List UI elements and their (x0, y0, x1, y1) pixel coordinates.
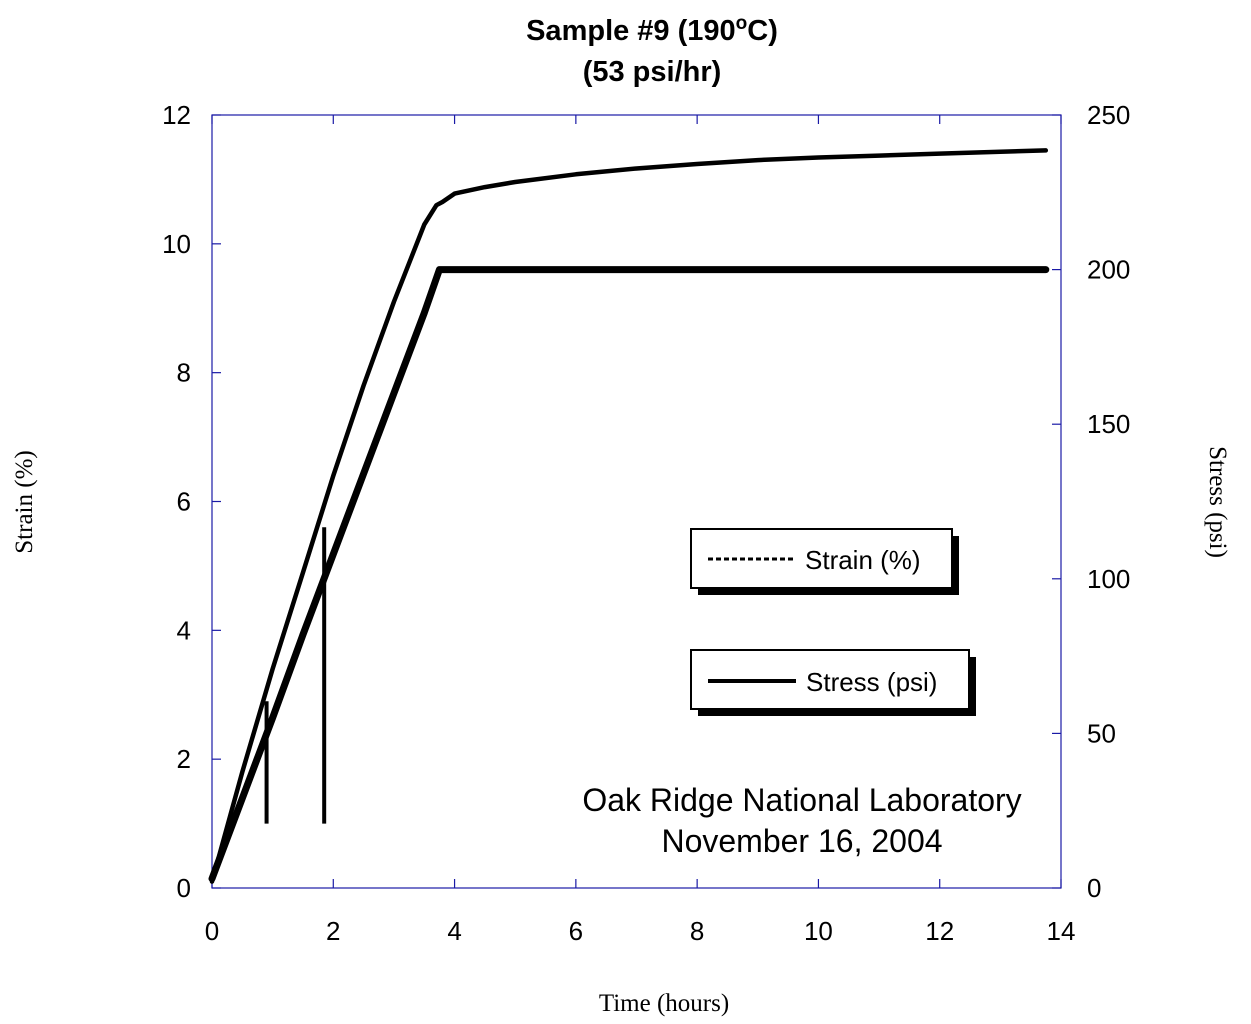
title-superscript: o (736, 13, 748, 34)
x-axis-label: Time (hours) (599, 990, 729, 1017)
legend-strain-label: Strain (%) (805, 545, 921, 575)
legend-strain: Strain (%) (690, 528, 959, 595)
y2-tick-label: 0 (1087, 873, 1101, 903)
series-stress-line (208, 266, 1050, 883)
y-tick-label: 4 (177, 615, 191, 645)
data-series (208, 148, 1050, 884)
y-tick-label: 12 (162, 100, 191, 130)
title-end: C) (747, 15, 778, 47)
axis-ticks: 0 2 4 6 8 10 12 14 0 2 4 6 8 10 12 0 50 100 150 200 250 (162, 100, 1130, 946)
x-tick-label: 0 (205, 916, 219, 946)
y2-tick-label: 50 (1087, 718, 1116, 748)
x-tick-label: 12 (925, 916, 954, 946)
legend-stress: Stress (psi) (690, 649, 976, 716)
y-tick-label: 8 (177, 358, 191, 388)
x-tick-label: 4 (447, 916, 461, 946)
annotation-lab: Oak Ridge National Laboratory (582, 782, 1021, 818)
y-tick-label: 10 (162, 229, 191, 259)
title-main: Sample #9 (190 (526, 15, 736, 47)
y2-tick-label: 200 (1087, 255, 1130, 285)
x-tick-label: 10 (804, 916, 833, 946)
chart-title: Sample #9 (190oC) (526, 13, 778, 47)
y2-tick-label: 250 (1087, 100, 1130, 130)
y-tick-label: 2 (177, 744, 191, 774)
legend-stress-label: Stress (psi) (806, 667, 937, 697)
y-tick-label: 6 (177, 487, 191, 517)
y2-tick-label: 100 (1087, 564, 1130, 594)
chart-subtitle: (53 psi/hr) (583, 56, 722, 88)
x-tick-label: 8 (690, 916, 704, 946)
y2-tick-label: 150 (1087, 409, 1130, 439)
plot-area (211, 114, 1062, 889)
y-tick-label: 0 (177, 873, 191, 903)
x-tick-label: 14 (1047, 916, 1076, 946)
annotation-date: November 16, 2004 (661, 823, 942, 859)
x-tick-label: 2 (326, 916, 340, 946)
y-axis-label: Strain (%) (11, 450, 38, 553)
y2-axis-label: Stress (psi) (1204, 446, 1231, 558)
x-tick-label: 6 (569, 916, 583, 946)
series-strain-line (209, 148, 1049, 884)
